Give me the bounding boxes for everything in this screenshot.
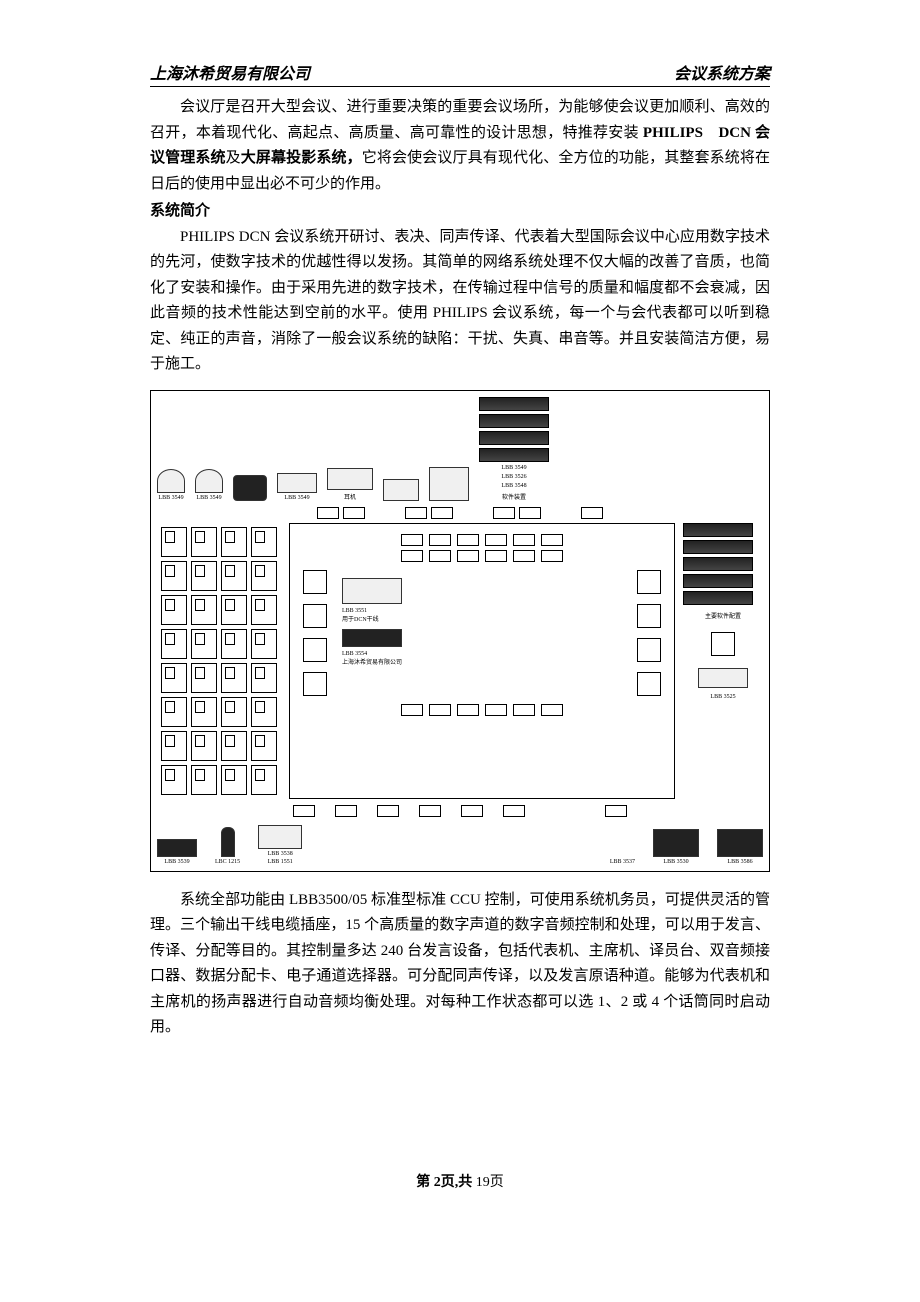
paragraph-1: 会议厅是召开大型会议、进行重要决策的重要会议场所，为能够使会议更加顺利、高效的召… xyxy=(150,95,770,197)
p1-mid: 及 xyxy=(226,150,241,166)
footer-total: 19 xyxy=(476,1175,490,1190)
equip-console: 耳机 xyxy=(327,468,373,501)
equip-monitor xyxy=(429,467,469,501)
diagram-desk-row-bottom xyxy=(157,805,763,817)
header-doc-title: 会议系统方案 xyxy=(674,60,770,84)
diagram-desk-row-top xyxy=(157,507,763,519)
header-company: 上海沐希贸易有限公司 xyxy=(150,60,310,84)
equip-delegate-unit xyxy=(383,479,419,501)
equip-speaker xyxy=(233,475,267,501)
p1-bold2: 大屏幕投影系统， xyxy=(241,150,362,166)
paragraph-2: PHILIPS DCN 会议系统开研讨、表决、同声传译、代表着大型国际会议中心应… xyxy=(150,225,770,378)
footer-mid: 页,共 xyxy=(441,1175,476,1190)
equip-unit-2: LBB 3538LBB 1551 xyxy=(258,825,302,865)
conference-room-layout: LBB 3551 用于DCN干线 LBB 3554 上海沐希贸易有限公司 xyxy=(289,523,675,799)
body-content-2: 系统全部功能由 LBB3500/05 标准型标准 CCU 控制，可使用系统机务员… xyxy=(150,888,770,1041)
equip-mic-stand: LBC 1215 xyxy=(215,827,240,865)
footer-page-num: 2 xyxy=(434,1175,441,1190)
equipment-rack-top: LBB 3549 LBB 3526 LBB 3548 软件装置 xyxy=(479,397,549,501)
equip-side-1: LBB 3537 xyxy=(610,859,635,865)
page-footer: 第 2页,共 19页 xyxy=(150,1171,770,1191)
diagram-bottom-row: LBB 3539 LBC 1215 LBB 3538LBB 1551 LBB 3… xyxy=(157,825,763,865)
right-rack-column: 主要软件配置 LBB 3525 xyxy=(683,523,763,799)
center-lbl-4: 上海沐希贸易有限公司 xyxy=(342,657,622,666)
equip-amp-1: LBB 3530 xyxy=(653,829,699,865)
equip-mic: LBB 3549 xyxy=(277,473,317,501)
footer-suffix: 页 xyxy=(490,1175,504,1190)
page-header: 上海沐希贸易有限公司 会议系统方案 xyxy=(150,60,770,87)
equip-amp-2: LBB 3586 xyxy=(717,829,763,865)
system-diagram: LBB 3549 LBB 3549 LBB 3549 耳机 LBB 3549 L… xyxy=(150,390,770,872)
body-content: 会议厅是召开大型会议、进行重要决策的重要会议场所，为能够使会议更加顺利、高效的召… xyxy=(150,95,770,378)
equip-receiver: LBB 3539 xyxy=(157,839,197,865)
paragraph-3: 系统全部功能由 LBB3500/05 标准型标准 CCU 控制，可使用系统机务员… xyxy=(150,888,770,1041)
interpreter-booth-grid xyxy=(157,523,281,799)
center-lbl-2: 用于DCN干线 xyxy=(342,614,622,623)
diagram-mid: LBB 3551 用于DCN干线 LBB 3554 上海沐希贸易有限公司 主要软… xyxy=(157,523,763,799)
diagram-top-row: LBB 3549 LBB 3549 LBB 3549 耳机 LBB 3549 L… xyxy=(157,397,763,501)
equip-headset-2: LBB 3549 xyxy=(195,469,223,501)
footer-prefix: 第 xyxy=(416,1175,434,1190)
subheading-system-intro: 系统简介 xyxy=(150,199,770,225)
equip-headset-1: LBB 3549 xyxy=(157,469,185,501)
